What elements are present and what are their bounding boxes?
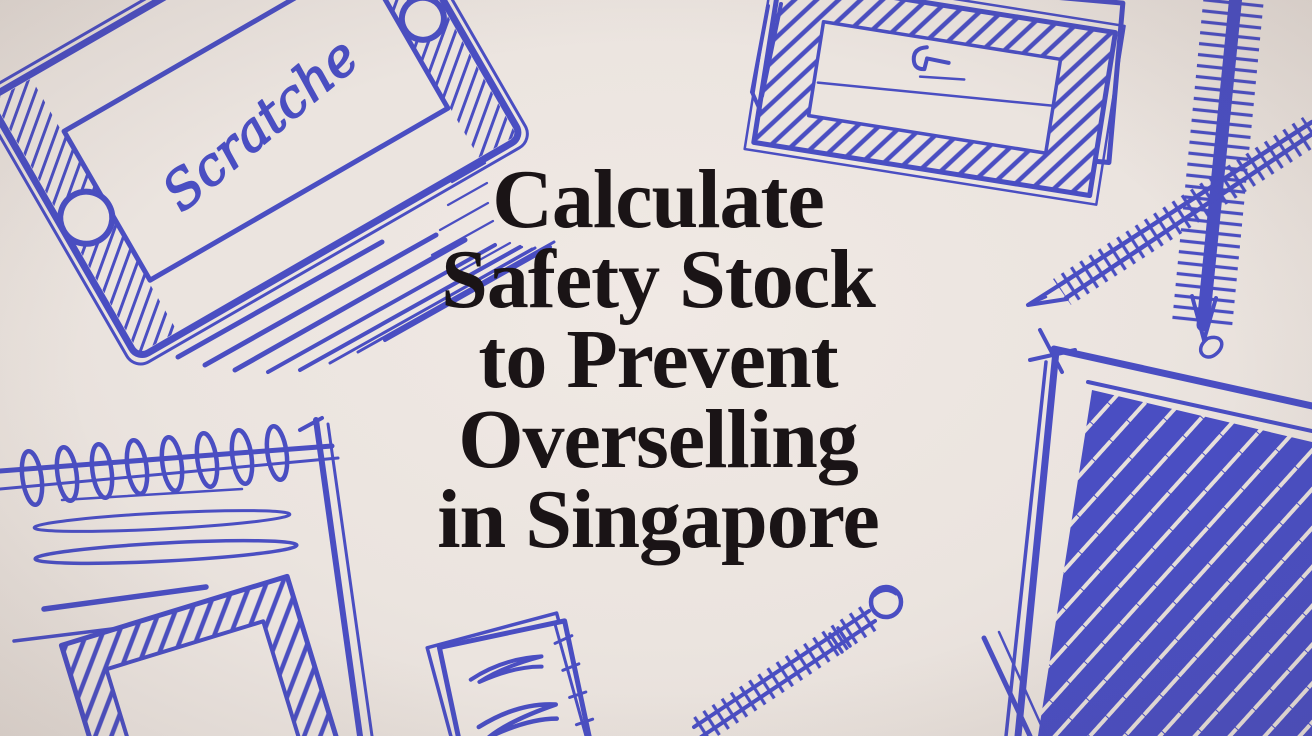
title-line: Overselling	[458, 393, 859, 486]
pen-cap-ball	[868, 584, 904, 620]
framed-card-doodle	[58, 573, 349, 736]
spiral-notebook-doodle	[0, 416, 374, 736]
scribble-square-doodle	[981, 328, 1312, 736]
card-glyph	[911, 45, 951, 72]
small-pen-doodle	[750, 2, 783, 112]
title-line: Safety Stock	[441, 233, 876, 326]
title-line: to Prevent	[478, 313, 838, 406]
page-scribbles	[12, 487, 299, 643]
title-line: Calculate	[492, 153, 825, 246]
page-title: Calculate Safety Stock to Prevent Overse…	[208, 153, 1108, 566]
ballpoint-pen-doodle	[690, 584, 904, 736]
title-line: in Singapore	[437, 473, 880, 566]
tablet-doodle: Scratche	[0, 0, 529, 366]
notepad-doodle	[425, 611, 603, 736]
crossed-pens-doodle	[1026, 0, 1312, 359]
card-stack-doodle	[743, 0, 1126, 206]
